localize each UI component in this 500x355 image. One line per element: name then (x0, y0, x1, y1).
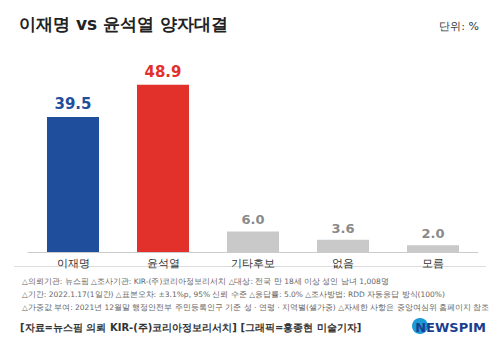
svg-text:2.0: 2.0 (421, 226, 444, 241)
svg-text:NEWSPIM: NEWSPIM (415, 320, 486, 335)
svg-text:△가중값 부여: 2021년 12월말 행정안전부 주민등록: △가중값 부여: 2021년 12월말 행정안전부 주민등록인구 기준 성 · … (22, 303, 489, 312)
svg-text:△기간: 2022.1.17(1일간) △표본오차: ±3.: △기간: 2022.1.17(1일간) △표본오차: ±3.1%p, 95% 신… (22, 290, 445, 299)
svg-text:윤석열: 윤석열 (147, 257, 180, 270)
svg-text:[자료=뉴스핌 의뢰 KIR-(주)코리아정보리서치] [그: [자료=뉴스핌 의뢰 KIR-(주)코리아정보리서치] [그래픽=홍종현 미술기… (20, 322, 361, 333)
svg-text:기타후보: 기타후보 (231, 257, 275, 270)
svg-text:이재명: 이재명 (57, 257, 90, 270)
svg-text:단위: %: 단위: % (439, 20, 479, 33)
svg-text:모름: 모름 (422, 257, 444, 270)
svg-text:3.6: 3.6 (331, 221, 354, 236)
svg-text:△의뢰기관: 뉴스핌 △조사기관: KIR-(주)코리아정보: △의뢰기관: 뉴스핌 △조사기관: KIR-(주)코리아정보리서치 △대상: 전… (22, 277, 389, 286)
svg-text:39.5: 39.5 (54, 95, 91, 113)
svg-text:없음: 없음 (332, 257, 354, 270)
svg-text:48.9: 48.9 (144, 63, 181, 81)
svg-text:6.0: 6.0 (241, 212, 264, 227)
svg-text:이재명 vs 윤석열 양자대결: 이재명 vs 윤석열 양자대결 (19, 14, 228, 34)
